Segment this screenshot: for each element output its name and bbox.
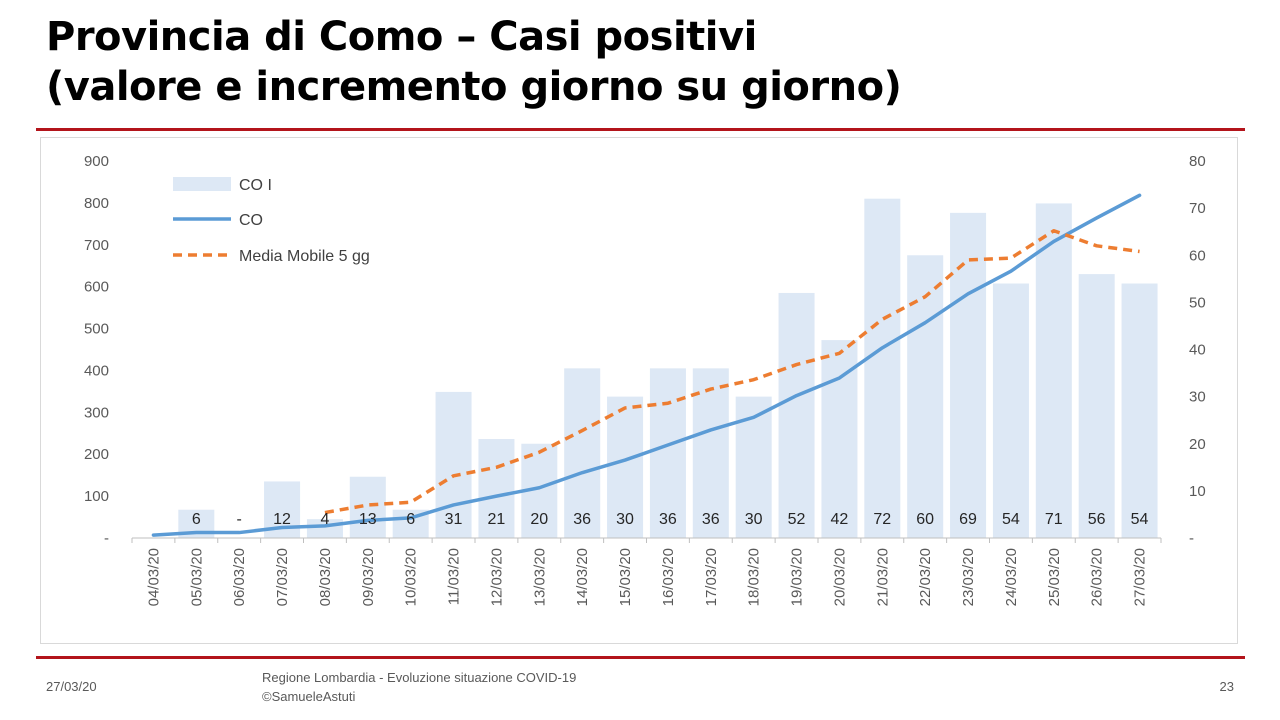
bar-data-label: 6: [192, 511, 201, 528]
bar-data-label: 60: [916, 511, 934, 528]
bar-co-i-16: [821, 340, 858, 538]
bar-data-label: 56: [1088, 511, 1106, 528]
bar-data-label: 30: [745, 511, 763, 528]
y-right-tick-label: 20: [1189, 436, 1206, 453]
x-tick-label: 05/03/20: [188, 548, 205, 606]
x-tick-label: 10/03/20: [403, 548, 420, 606]
bar-data-label: 71: [1045, 511, 1063, 528]
x-tick-label: 11/03/20: [446, 548, 463, 605]
x-tick-label: 09/03/20: [360, 548, 377, 606]
chart-frame: - 100 200 300 400 500 600 700 800 900 - 10 20 30 40 50 6…: [40, 137, 1238, 644]
bar-data-label: -: [237, 511, 242, 528]
x-tick-label: 26/03/20: [1089, 548, 1106, 606]
legend-swatch-co-i: [173, 177, 231, 191]
x-tick-label: 12/03/20: [488, 548, 505, 606]
bar-co-i-21: [1035, 203, 1072, 538]
x-tick-label: 18/03/20: [746, 548, 763, 606]
x-tick-label: 07/03/20: [274, 548, 291, 606]
x-tick-label: 23/03/20: [960, 548, 977, 606]
bar-co-i-22: [1078, 274, 1115, 538]
legend-label-co: CO: [239, 212, 263, 229]
x-tick-label: 13/03/20: [531, 548, 548, 606]
y-right-tick-label: 80: [1189, 153, 1206, 170]
title-rule: [36, 128, 1245, 131]
bar-data-label: 52: [788, 511, 806, 528]
x-tick-label: 16/03/20: [660, 548, 677, 606]
bar-co-i-7: [435, 391, 472, 538]
line-series-media-mobile: [324, 228, 1140, 515]
bar-co-i-15: [778, 292, 815, 538]
x-tick-label: 19/03/20: [789, 548, 806, 606]
bar-data-label: 36: [573, 511, 591, 528]
y-right-tick-label: 70: [1189, 200, 1206, 217]
bar-co-i-8: [478, 439, 515, 538]
y-left-tick-label: 400: [84, 362, 109, 379]
y-right-tick-label: 60: [1189, 247, 1206, 264]
x-tick-label: 27/03/20: [1132, 548, 1149, 606]
x-tick-label: 15/03/20: [617, 548, 634, 606]
x-tick-label: 21/03/20: [874, 548, 891, 606]
legend-label-media-mobile: Media Mobile 5 gg: [239, 248, 370, 265]
y-left-tick-label: -: [104, 530, 109, 547]
x-tick-label: 14/03/20: [574, 548, 591, 606]
y-right-tick-label: 30: [1189, 389, 1206, 406]
footer-date: 27/03/20: [46, 679, 97, 694]
bar-co-i-10: [564, 368, 601, 538]
footer-source-line-1: Regione Lombardia - Evoluzione situazion…: [262, 670, 577, 685]
y-right-tick-label: -: [1189, 530, 1194, 547]
x-tick-label: 17/03/20: [703, 548, 720, 606]
y-left-tick-label: 700: [84, 237, 109, 254]
bar-data-label: 6: [406, 511, 415, 528]
bar-co-i-12: [649, 368, 686, 538]
bar-data-label: 13: [359, 511, 377, 528]
y-left-tick-label: 100: [84, 488, 109, 505]
page-number: 23: [1219, 679, 1234, 694]
bar-co-i-17: [864, 198, 901, 538]
bar-co-i-11: [607, 396, 644, 538]
y-right-tick-label: 50: [1189, 294, 1206, 311]
bar-data-label: 30: [616, 511, 634, 528]
bar-data-label: 69: [959, 511, 977, 528]
y-left-tick-label: 900: [84, 153, 109, 170]
x-tick-label: 04/03/20: [145, 548, 162, 606]
x-tick-label: 06/03/20: [231, 548, 248, 606]
line-series-co: [151, 193, 1142, 537]
bar-data-label: 72: [873, 511, 891, 528]
slide-title: Provincia di Como – Casi positivi (valor…: [46, 12, 1226, 112]
bar-data-label: 20: [530, 511, 548, 528]
y-left-tick-label: 600: [84, 279, 109, 296]
bar-co-i-13: [692, 368, 729, 538]
bar-co-i-20: [992, 283, 1029, 538]
y-left-tick-label: 800: [84, 195, 109, 212]
title-line-2: (valore e incremento giorno su giorno): [46, 64, 902, 110]
y-right-tick-label: 10: [1189, 483, 1206, 500]
x-tick-label: 24/03/20: [1003, 548, 1020, 606]
y-left-tick-label: 200: [84, 446, 109, 463]
x-tick-label: 22/03/20: [917, 548, 934, 606]
y-right-tick-label: 40: [1189, 342, 1206, 359]
bar-data-label: 36: [659, 511, 677, 528]
footer-source-line-2: ©SamueleAstuti: [262, 689, 356, 704]
x-tick-label: 08/03/20: [317, 548, 334, 606]
title-line-1: Provincia di Como – Casi positivi: [46, 14, 757, 60]
bar-data-label: 12: [273, 511, 291, 528]
footer-source: Regione Lombardia - Evoluzione situazion…: [262, 668, 576, 706]
legend-label-co-i: CO I: [239, 177, 272, 194]
bar-data-label: 54: [1131, 511, 1149, 528]
bar-co-i-23: [1121, 283, 1158, 538]
bar-data-label: 36: [702, 511, 720, 528]
y-left-tick-label: 500: [84, 321, 109, 338]
bar-data-label: 42: [831, 511, 849, 528]
bar-data-label: 21: [488, 511, 506, 528]
bar-co-i-19: [950, 212, 987, 538]
x-tick-label: 25/03/20: [1046, 548, 1063, 606]
footer-rule: [36, 656, 1245, 659]
bar-data-label: 31: [445, 511, 463, 528]
chart-svg: - 100 200 300 400 500 600 700 800 900 - 10 20 30 40 50 6…: [84, 153, 1206, 606]
bar-data-label: 4: [320, 511, 329, 528]
y-left-tick-label: 300: [84, 404, 109, 421]
bar-data-label: 54: [1002, 511, 1020, 528]
x-tick-label: 20/03/20: [831, 548, 848, 606]
